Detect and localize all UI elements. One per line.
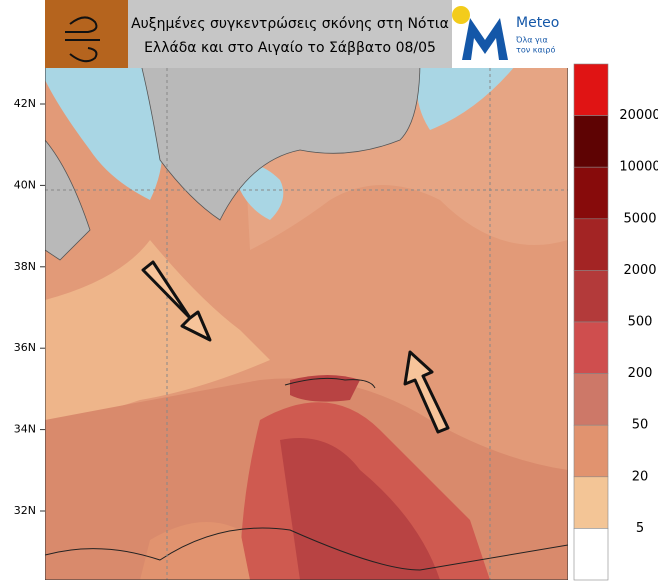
colorbar-label: 200 <box>628 366 653 381</box>
title-box <box>128 0 452 68</box>
latitude-label: 34N <box>14 423 36 436</box>
brand-tagline: τον καιρό <box>516 45 555 55</box>
colorbar-label: 5000 <box>623 211 656 226</box>
colorbar-segment <box>573 373 609 426</box>
title: Ελλάδα και στο Αιγαίο το Σάββατο 08/05 <box>144 40 436 56</box>
colorbar-label: 50 <box>632 418 649 433</box>
brand-tagline: Όλα για <box>515 35 548 45</box>
colorbar-label: 2000 <box>623 263 656 278</box>
latitude-label: 42N <box>14 97 36 110</box>
latitude-label: 38N <box>14 260 36 273</box>
colorbar-segment <box>573 218 609 271</box>
colorbar-label: 20000 <box>619 108 658 123</box>
latitude-label: 40N <box>14 178 36 191</box>
brand-m <box>462 18 508 60</box>
colorbar-segment <box>573 321 609 374</box>
logo-icon <box>65 16 100 63</box>
title: Αυξημένες συγκεντρώσεις σκόνης στη Νότια <box>131 16 449 32</box>
colorbar-label: 500 <box>628 315 653 330</box>
logo-icon-box <box>45 0 128 68</box>
colorbar-segment <box>573 528 609 581</box>
brand-sun <box>452 6 470 24</box>
colorbar-segment <box>573 476 609 529</box>
latitude-label: 32N <box>14 504 36 517</box>
map <box>45 62 568 580</box>
colorbar-label: 5 <box>636 521 644 536</box>
colorbar-segment <box>573 63 609 116</box>
brand-name: Meteo <box>516 15 559 31</box>
latitude-label: 36N <box>14 341 36 354</box>
colorbar-segment <box>573 166 609 220</box>
colorbar-segment <box>573 424 609 478</box>
colorbar-segment <box>573 270 609 323</box>
colorbar-segment <box>573 115 609 168</box>
colorbar-label: 20 <box>632 469 649 484</box>
colorbar-label: 10000 <box>619 160 658 175</box>
